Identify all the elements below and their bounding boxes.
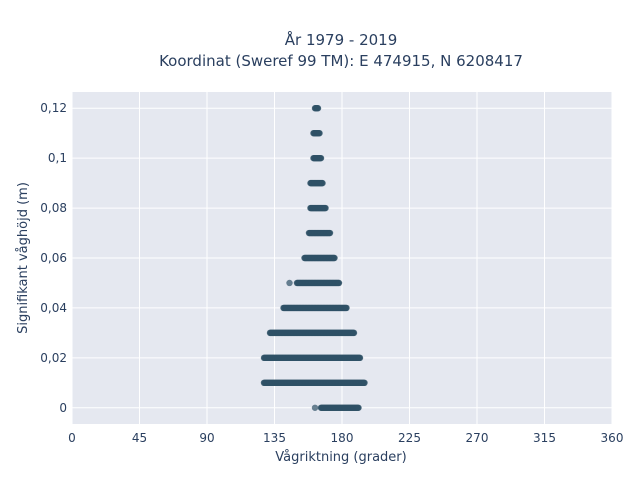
- data-point: [319, 179, 326, 187]
- data-point: [316, 129, 323, 137]
- data-point-outlier: [286, 279, 293, 287]
- x-tick-label: 45: [132, 431, 147, 445]
- x-tick-label: 225: [398, 431, 421, 445]
- data-point: [326, 229, 334, 237]
- data-point: [335, 279, 343, 287]
- x-tick-label: 270: [466, 431, 489, 445]
- x-tick-label: 0: [68, 431, 76, 445]
- data-point: [331, 254, 338, 262]
- chart-title-line-1: År 1979 - 2019: [285, 30, 398, 49]
- y-tick-label: 0,02: [40, 351, 67, 365]
- x-tick-label: 315: [533, 431, 556, 445]
- y-axis-label: Signifikant våghöjd (m): [16, 182, 31, 334]
- data-point: [317, 154, 325, 162]
- data-points: [260, 105, 368, 411]
- data-point: [355, 404, 362, 411]
- data-point-outlier: [311, 404, 319, 411]
- data-point: [356, 354, 364, 362]
- chart-title-line-2: Koordinat (Sweref 99 TM): E 474915, N 62…: [159, 52, 523, 70]
- x-axis-label: Vågriktning (grader): [275, 450, 406, 465]
- x-tick-label: 135: [263, 431, 286, 445]
- y-tick-label: 0,06: [40, 251, 67, 265]
- data-point: [350, 329, 358, 337]
- data-point: [361, 379, 368, 387]
- y-tick-labels: 0 0,02 0,04 0,06 0,08 0,1 0,12: [40, 101, 67, 415]
- data-point: [322, 204, 329, 212]
- y-tick-label: 0,04: [40, 301, 67, 315]
- y-tick-label: 0,08: [40, 201, 67, 215]
- data-point: [314, 105, 322, 112]
- x-tick-labels: 0 45 90 135 180 225 270 315 360: [68, 431, 623, 445]
- x-tick-label: 90: [199, 431, 214, 445]
- data-point: [343, 304, 350, 312]
- y-tick-label: 0: [59, 401, 67, 415]
- x-tick-label: 360: [601, 431, 624, 445]
- x-tick-label: 180: [331, 431, 354, 445]
- y-tick-label: 0,1: [48, 151, 67, 165]
- y-tick-label: 0,12: [40, 101, 67, 115]
